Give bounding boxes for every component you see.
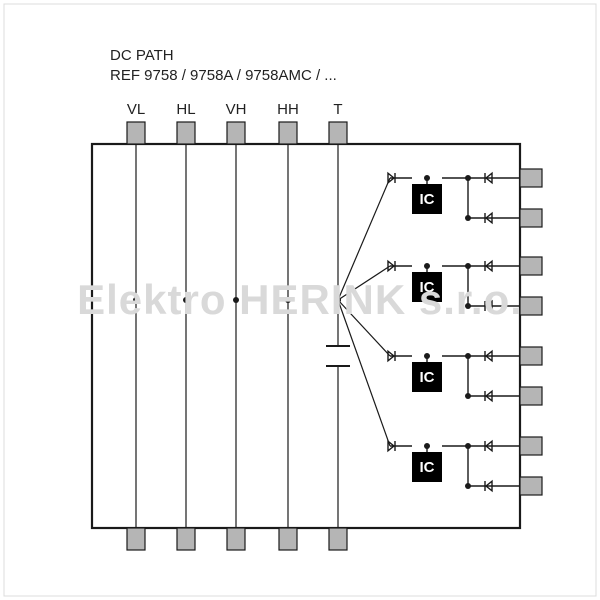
svg-text:T: T (333, 101, 342, 118)
svg-text:VL: VL (127, 101, 145, 118)
svg-text:IC: IC (420, 191, 435, 208)
svg-text:HH: HH (277, 101, 299, 118)
svg-text:IC: IC (420, 459, 435, 476)
svg-text:VH: VH (226, 101, 247, 118)
svg-text:IC: IC (420, 369, 435, 386)
svg-text:DC PATH: DC PATH (110, 47, 174, 64)
svg-text:REF 9758 / 9758A / 9758AMC / .: REF 9758 / 9758A / 9758AMC / ... (110, 67, 337, 84)
svg-text:IC: IC (420, 279, 435, 296)
schematic: DC PATH REF 9758 / 9758A / 9758AMC / ... V… (0, 0, 600, 600)
svg-text:HL: HL (176, 101, 195, 118)
